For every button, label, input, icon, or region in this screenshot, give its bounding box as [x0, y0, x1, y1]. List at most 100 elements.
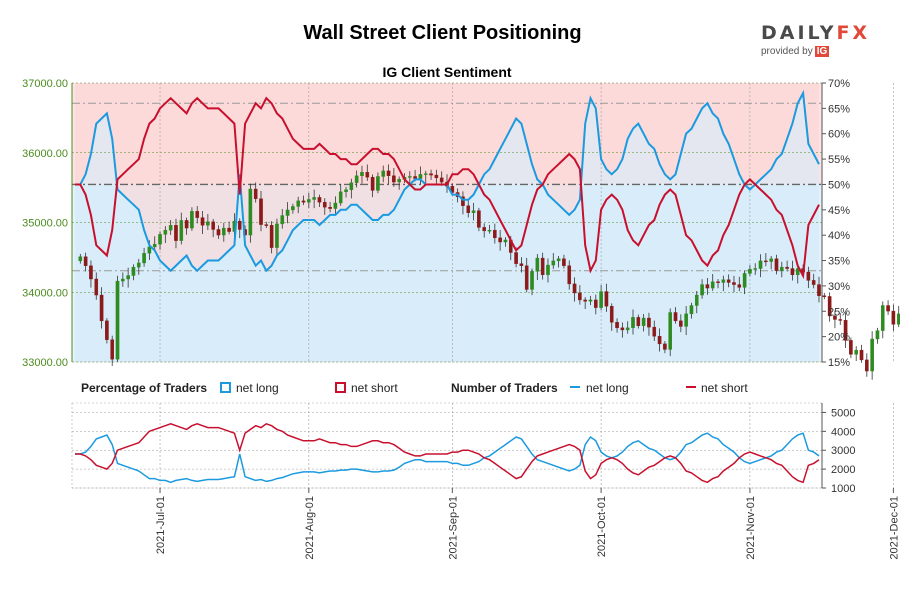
candle-body [567, 265, 572, 285]
candle-body [253, 188, 258, 199]
percent-tick-label: 15% [828, 357, 850, 369]
candle-body [886, 305, 890, 312]
candle-body [365, 172, 370, 178]
candle-body [514, 252, 518, 264]
candle-body [163, 229, 168, 235]
candle-body [822, 295, 827, 297]
candle-body [636, 317, 641, 326]
legend: Percentage of Traders net long net short… [81, 381, 748, 395]
candle-body [115, 280, 120, 360]
candle-body [795, 268, 800, 276]
brand-name-b: FX [836, 22, 871, 44]
candle-body [790, 268, 795, 276]
legend-net-short-pct-label: net short [351, 381, 398, 395]
candle-body [429, 173, 433, 176]
candle-body [609, 306, 614, 323]
candle-body [604, 291, 609, 307]
brand-name-a: DAILY [761, 22, 837, 44]
candle-body [726, 279, 731, 283]
net-long-area [75, 93, 819, 362]
candle-body [530, 271, 534, 290]
candle-body [615, 322, 619, 329]
candle-body [200, 217, 205, 226]
candle-body [578, 292, 582, 301]
candle-body [859, 349, 864, 361]
candle-body [381, 170, 386, 177]
date-tick-label: 2021-Aug-01 [304, 496, 316, 560]
candle-body [562, 258, 566, 266]
candle-body [227, 227, 231, 232]
candle-body [493, 229, 497, 239]
candle-body [466, 205, 471, 213]
count-tick-label: 1000 [831, 483, 855, 495]
candle-body [817, 284, 821, 296]
candle-body [179, 220, 184, 241]
net-short-percent-line [75, 96, 820, 280]
chart-title: Wall Street Client Positioning [303, 22, 582, 44]
candle-body [477, 210, 481, 228]
candle-body [147, 246, 152, 254]
candle-body [376, 176, 380, 191]
percent-tick-label: 40% [828, 230, 850, 242]
candle-body [519, 263, 524, 266]
candle-body [94, 278, 99, 296]
candle-body [572, 283, 577, 294]
date-tick-label: 2021-Oct-01 [596, 496, 608, 557]
candle-body [625, 327, 630, 331]
candle-body [248, 188, 253, 236]
candle-body [121, 278, 125, 282]
candle-body [891, 310, 896, 325]
candle-body [301, 200, 306, 203]
candle-body [221, 227, 226, 236]
candle-body [838, 319, 843, 321]
candle-body [668, 312, 672, 350]
candle-body [498, 237, 502, 243]
dailyfx-logo: DAILYFX provided by IG [761, 22, 871, 57]
price-tick-label: 37000.00 [22, 78, 68, 90]
percent-tick-label: 50% [828, 179, 850, 191]
date-tick-label: 2021-Dec-01 [888, 496, 900, 560]
candle-body [211, 221, 215, 230]
candle-body [269, 225, 274, 248]
candle-body [296, 200, 301, 207]
candle-body [684, 313, 688, 327]
percent-tick-label: 30% [828, 281, 850, 293]
candle-body [259, 198, 263, 225]
candle-body [354, 175, 359, 183]
candle-body [142, 252, 146, 264]
candle-body [710, 281, 715, 289]
candle-body [594, 299, 598, 308]
candle-body [360, 172, 364, 176]
brand-name: DAILYFX [761, 22, 871, 44]
candle-body [237, 220, 242, 230]
candle-body [105, 320, 109, 340]
candle-body [110, 339, 114, 360]
candle-body [174, 225, 178, 241]
candle-body [631, 317, 635, 329]
candle-body [99, 294, 104, 322]
candle-body [732, 282, 736, 285]
candle-body [524, 265, 529, 290]
candle-body [652, 326, 657, 337]
candle-body [392, 175, 396, 183]
legend-net-long-pct-label: net long [236, 381, 279, 395]
price-sentiment-panel: 33000.00 34000.00 35000.00 36000.00 37000.00… [22, 78, 900, 380]
candle-body [89, 265, 93, 280]
percent-tick-label: 65% [828, 103, 850, 115]
legend-net-long-pct-swatch [220, 382, 231, 393]
candle-body [657, 335, 662, 345]
date-tick-label: 2021-Jul-01 [155, 496, 167, 554]
candle-body [679, 320, 683, 327]
candle-body [190, 211, 194, 229]
candle-body [875, 330, 880, 340]
candle-body [833, 315, 837, 320]
legend-number-title: Number of Traders [451, 381, 558, 395]
candle-body [647, 317, 651, 328]
candle-body [758, 260, 763, 269]
brand-provider: provided by IG [761, 46, 871, 57]
count-tick-label: 5000 [831, 407, 855, 419]
candle-body [753, 268, 758, 270]
candle-body [291, 206, 295, 211]
candle-body [482, 227, 487, 232]
